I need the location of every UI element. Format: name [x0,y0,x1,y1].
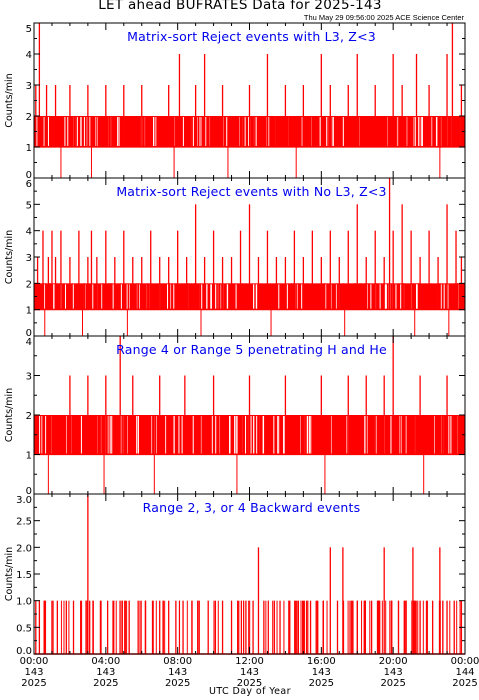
x-tick-year: 2025 [452,678,477,689]
y-tick-label: 5 [26,24,32,35]
x-tick-year: 2025 [380,678,405,689]
panel-title: Range 2, 3, or 4 Backward events [143,500,361,515]
x-tick-time: 16:00 [307,656,336,667]
x-axis-labels: 00:00143202504:00143202508:00143202512:0… [20,656,479,689]
chart-panel-3: 0 1 2 3 4 Counts/min Range 4 or Range 5 penetr… [4,335,466,497]
y-tick-label: 0 [26,486,32,497]
y-tick-label: 2 [26,112,32,123]
y-tick-label: 1 [26,143,32,154]
x-tick-doy: 143 [312,667,331,678]
y-tick-label: 4 [26,50,32,61]
y-tick-label: 0.0 [16,646,32,657]
x-tick-doy: 144 [455,667,474,678]
panel-title: Matrix-sort Reject events with L3, Z<3 [127,29,376,44]
x-tick-time: 12:00 [235,656,264,667]
x-tick-doy: 143 [24,667,43,678]
x-tick-doy: 143 [96,667,115,678]
y-tick-label: 0.5 [16,623,32,634]
x-tick-doy: 143 [240,667,259,678]
x-tick-year: 2025 [165,678,190,689]
y-tick-label: 3 [26,253,32,264]
data-series-2 [34,178,465,336]
y-tick-label: 3 [26,81,32,92]
y-tick-label: 4 [26,337,32,348]
x-tick-time: 08:00 [163,656,192,667]
y-axis-label: Counts/min [4,230,15,284]
y-tick-label: 5 [26,200,32,211]
y-tick-label: 1.0 [16,597,32,608]
y-tick-label: 0 [26,170,32,181]
data-series-1 [34,23,465,178]
y-tick-label: 2.5 [16,517,32,528]
x-tick-time: 00:00 [451,656,479,667]
x-tick-time: 20:00 [379,656,408,667]
panel-title: Matrix-sort Reject events with No L3, Z<… [116,184,386,199]
x-tick-year: 2025 [237,678,262,689]
x-tick-doy: 143 [384,667,403,678]
y-axis-label: Counts/min [4,388,15,442]
panel-title: Range 4 or Range 5 penetrating H and He [116,342,387,357]
x-tick-doy: 143 [168,667,187,678]
x-tick-year: 2025 [309,678,334,689]
y-tick-label: 4 [26,227,32,238]
chart-panel-2: 0 1 2 3 4 5 6 Counts/min Matrix-sort Reject even… [4,177,466,339]
y-tick-label: 2.0 [16,543,32,554]
chart-panel-4: 0.0 0.5 1.0 1.5 2.0 2.5 3.0 Counts/min Range 2, … [4,493,466,657]
x-tick-time: 00:00 [20,656,49,667]
chart-panel-1: 0 1 2 3 4 5 Counts/min Matrix-sort Reject event… [4,22,466,181]
y-tick-label: 0 [26,328,32,339]
y-tick-label: 2 [26,411,32,422]
x-tick-year: 2025 [21,678,46,689]
y-tick-label: 2 [26,279,32,290]
y-axis-label: Counts/min [4,547,15,601]
y-tick-label: 6 [26,179,32,190]
data-series-3 [34,336,465,494]
data-series-4 [34,494,465,655]
x-tick-year: 2025 [93,678,118,689]
panels-group: 0 1 2 3 4 5 Counts/min Matrix-sort Reject event… [4,22,466,657]
figure-title: LET ahead BUFRATES Data for 2025-143 [98,0,382,13]
y-tick-label: 1 [26,306,32,317]
x-axis-label: UTC Day of Year [209,686,291,697]
y-tick-label: 3 [26,372,32,383]
y-tick-label: 3.0 [16,495,32,506]
x-tick-time: 04:00 [91,656,120,667]
timestamp: Thu May 29 09:56:00 2025 ACE Science Cen… [304,13,465,22]
y-tick-label: 1 [26,451,32,462]
y-tick-label: 1.5 [16,570,32,581]
y-axis-label: Counts/min [4,73,15,127]
